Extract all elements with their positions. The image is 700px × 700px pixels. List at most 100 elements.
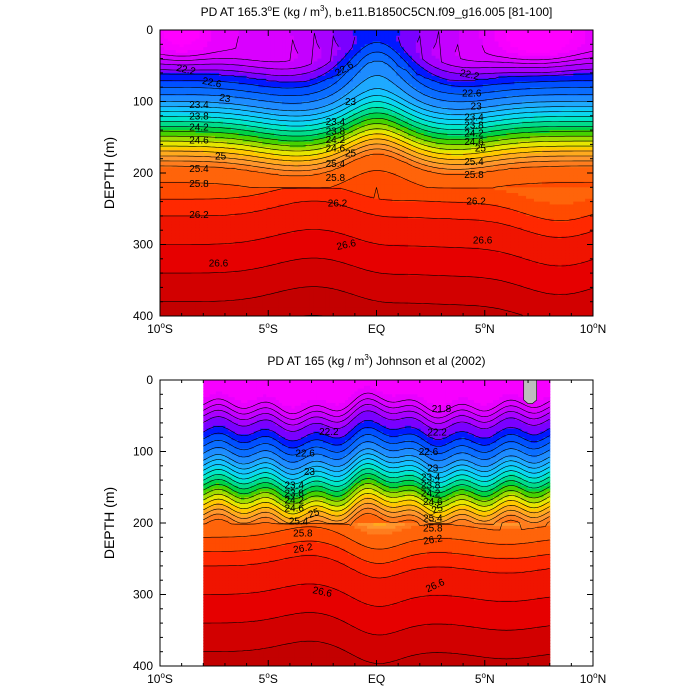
- field-cell: [211, 87, 216, 91]
- field-cell: [183, 167, 189, 171]
- field-cell: [215, 181, 220, 186]
- field-cell: [219, 215, 224, 220]
- field-cell: [289, 207, 295, 211]
- field-cell: [293, 92, 299, 97]
- field-cell: [163, 190, 169, 194]
- field-cell: [234, 190, 240, 194]
- field-cell: [230, 158, 236, 163]
- field-cell: [175, 284, 181, 288]
- field-cell: [258, 75, 263, 80]
- field-cell: [262, 287, 267, 291]
- field-cell: [199, 58, 204, 63]
- field-cell: [289, 244, 295, 248]
- field-cell: [301, 261, 307, 266]
- field-cell: [289, 195, 295, 200]
- field-cell: [203, 273, 208, 277]
- field-cell: [266, 224, 271, 228]
- field-cell: [278, 198, 283, 203]
- field-cell: [270, 267, 275, 271]
- field-cell: [250, 87, 256, 91]
- field-cell: [219, 164, 224, 168]
- field-cell: [234, 210, 240, 214]
- field-cell: [297, 152, 303, 157]
- field-cell: [215, 238, 220, 243]
- field-cell: [215, 101, 220, 105]
- field-cell: [234, 313, 240, 316]
- field-cell: [195, 141, 200, 145]
- field-cell: [254, 275, 260, 280]
- field-cell: [215, 295, 220, 300]
- field-cell: [199, 95, 204, 100]
- field-cell: [230, 81, 236, 85]
- field-cell: [262, 52, 267, 57]
- field-cell: [254, 38, 260, 43]
- field-cell: [219, 30, 224, 34]
- field-cell: [301, 58, 307, 63]
- field-cell: [301, 152, 307, 157]
- field-cell: [238, 181, 244, 186]
- field-cell: [274, 72, 279, 77]
- field-cell: [183, 193, 189, 197]
- field-cell: [160, 115, 165, 120]
- field-cell: [234, 35, 240, 40]
- field-cell: [289, 104, 295, 108]
- field-cell: [175, 255, 181, 260]
- field-cell: [163, 110, 169, 114]
- field-cell: [175, 44, 181, 48]
- field-cell: [285, 173, 291, 177]
- field-cell: [175, 138, 181, 143]
- field-cell: [219, 150, 224, 154]
- field-cell: [297, 310, 303, 314]
- field-cell: [226, 81, 232, 85]
- field-cell: [191, 201, 197, 206]
- field-cell: [211, 253, 216, 257]
- field-cell: [163, 215, 169, 220]
- field-cell: [230, 78, 236, 83]
- field-cell: [242, 307, 248, 311]
- field-cell: [266, 301, 271, 306]
- field-cell: [226, 167, 232, 171]
- field-cell: [278, 104, 283, 108]
- field-cell: [195, 313, 200, 316]
- field-cell: [285, 255, 291, 260]
- field-cell: [195, 295, 200, 300]
- field-cell: [187, 47, 193, 51]
- field-cell: [175, 264, 181, 268]
- field-cell: [226, 55, 232, 60]
- field-cell: [207, 284, 212, 288]
- field-cell: [242, 293, 248, 297]
- field-cell: [179, 64, 185, 68]
- field-cell: [254, 273, 260, 277]
- field-cell: [274, 167, 279, 171]
- field-cell: [258, 107, 263, 111]
- field-cell: [270, 52, 275, 57]
- field-cell: [246, 213, 252, 217]
- field-cell: [250, 215, 256, 220]
- field-cell: [278, 98, 283, 103]
- field-cell: [258, 61, 263, 65]
- field-cell: [171, 158, 177, 163]
- field-cell: [171, 295, 177, 300]
- field-cell: [242, 87, 248, 91]
- field-cell: [254, 184, 260, 188]
- field-cell: [191, 67, 197, 71]
- field-cell: [211, 218, 216, 223]
- field-cell: [160, 210, 165, 214]
- field-cell: [234, 221, 240, 226]
- field-cell: [222, 270, 228, 274]
- field-cell: [301, 130, 307, 134]
- field-cell: [282, 235, 287, 240]
- field-cell: [199, 293, 204, 297]
- field-cell: [230, 115, 236, 120]
- field-cell: [207, 170, 212, 174]
- field-cell: [171, 110, 177, 114]
- field-cell: [199, 152, 204, 157]
- field-cell: [226, 38, 232, 43]
- field-cell: [211, 204, 216, 208]
- field-cell: [226, 230, 232, 234]
- field-cell: [270, 152, 275, 157]
- field-cell: [203, 155, 208, 160]
- field-cell: [199, 101, 204, 105]
- field-cell: [175, 55, 181, 60]
- field-cell: [226, 158, 232, 163]
